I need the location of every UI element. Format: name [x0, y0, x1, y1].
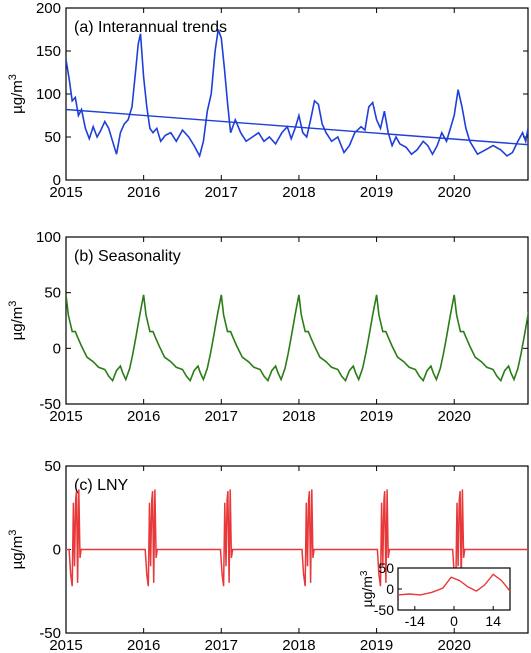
x-tick-label: 2016	[127, 184, 160, 201]
x-tick-label: 2015	[49, 408, 82, 425]
axes-box	[65, 236, 529, 405]
series-line-lny	[66, 489, 528, 587]
x-tick-label: 2019	[360, 184, 393, 201]
inset-y-label: µg/m3	[359, 570, 376, 607]
y-tick-label: 50	[44, 458, 61, 475]
trend-line	[66, 108, 528, 146]
y-axis-label: µg/m3	[7, 74, 26, 114]
y-axis-label-unit: µg/m	[9, 536, 26, 570]
x-tick-label: 2019	[360, 408, 393, 425]
inset-y-tick-label: -50	[374, 602, 394, 618]
x-tick-label: 2016	[127, 637, 160, 653]
y-tick-label: 150	[36, 43, 61, 60]
inset-y-label-unit: µg/m	[359, 576, 375, 607]
x-tick-label: 2015	[49, 184, 82, 201]
panel-seasonality: 2015 2016 2017 2018 2019 2020 -50 0 50 100 (b) Sea…	[7, 229, 529, 425]
panel-lny: 2015 2016 2017 2018 2019 2020 -50 0 50 (c) LNY µg/…	[7, 458, 529, 653]
y-tick-label: 100	[36, 86, 61, 103]
inset-x-tick-label: -14	[405, 613, 425, 629]
y-tick-label: -50	[39, 625, 61, 642]
y-tick-label: 200	[36, 0, 61, 17]
x-tick-label: 2018	[282, 637, 315, 653]
inset-x-tick-label: 0	[450, 613, 458, 629]
y-axis-label-superscript: 3	[7, 74, 19, 80]
x-tick-label: 2016	[127, 408, 160, 425]
inset-y-label-superscript: 3	[359, 570, 370, 576]
y-tick-label: -50	[39, 396, 61, 413]
y-axis-label-unit: µg/m	[9, 80, 26, 114]
x-tick-label: 2017	[205, 408, 238, 425]
inset-x-tick-label: 14	[485, 613, 501, 629]
y-tick-label: 0	[53, 172, 61, 189]
x-tick-label: 2015	[49, 637, 82, 653]
y-tick-label: 0	[53, 542, 61, 559]
x-tick-label: 2020	[438, 408, 471, 425]
y-axis-label-unit: µg/m	[9, 307, 26, 341]
x-tick-label: 2020	[438, 184, 471, 201]
y-tick-label: 0	[53, 340, 61, 357]
y-axis-label: µg/m3	[7, 530, 26, 570]
x-tick-label: 2018	[282, 408, 315, 425]
x-tick-label: 2017	[205, 637, 238, 653]
x-tick-label: 2020	[438, 637, 471, 653]
x-tick-label: 2018	[282, 184, 315, 201]
series-line-pm	[66, 29, 528, 159]
y-tick-label: 50	[44, 285, 61, 302]
inset-box	[397, 567, 511, 611]
panel-interannual-trends: 2015 2016 2017 2018 2019 2020 0 50 100 150 200 (a) …	[7, 0, 529, 201]
x-tick-label: 2019	[360, 637, 393, 653]
series-line-seasonality	[66, 294, 528, 383]
y-axis-label-superscript: 3	[7, 301, 19, 307]
y-tick-label: 50	[44, 129, 61, 146]
y-axis-label: µg/m3	[7, 301, 26, 341]
panel-title: (a) Interannual trends	[74, 19, 227, 36]
panel-title: (c) LNY	[74, 477, 129, 494]
y-axis-label-superscript: 3	[7, 530, 19, 536]
x-tick-label: 2017	[205, 184, 238, 201]
inset-y-tick-label: 0	[386, 581, 394, 597]
panel-title: (b) Seasonality	[74, 248, 181, 265]
inset-y-tick-label: 50	[378, 560, 394, 576]
y-tick-label: 100	[36, 229, 61, 246]
inset-line	[397, 573, 511, 596]
